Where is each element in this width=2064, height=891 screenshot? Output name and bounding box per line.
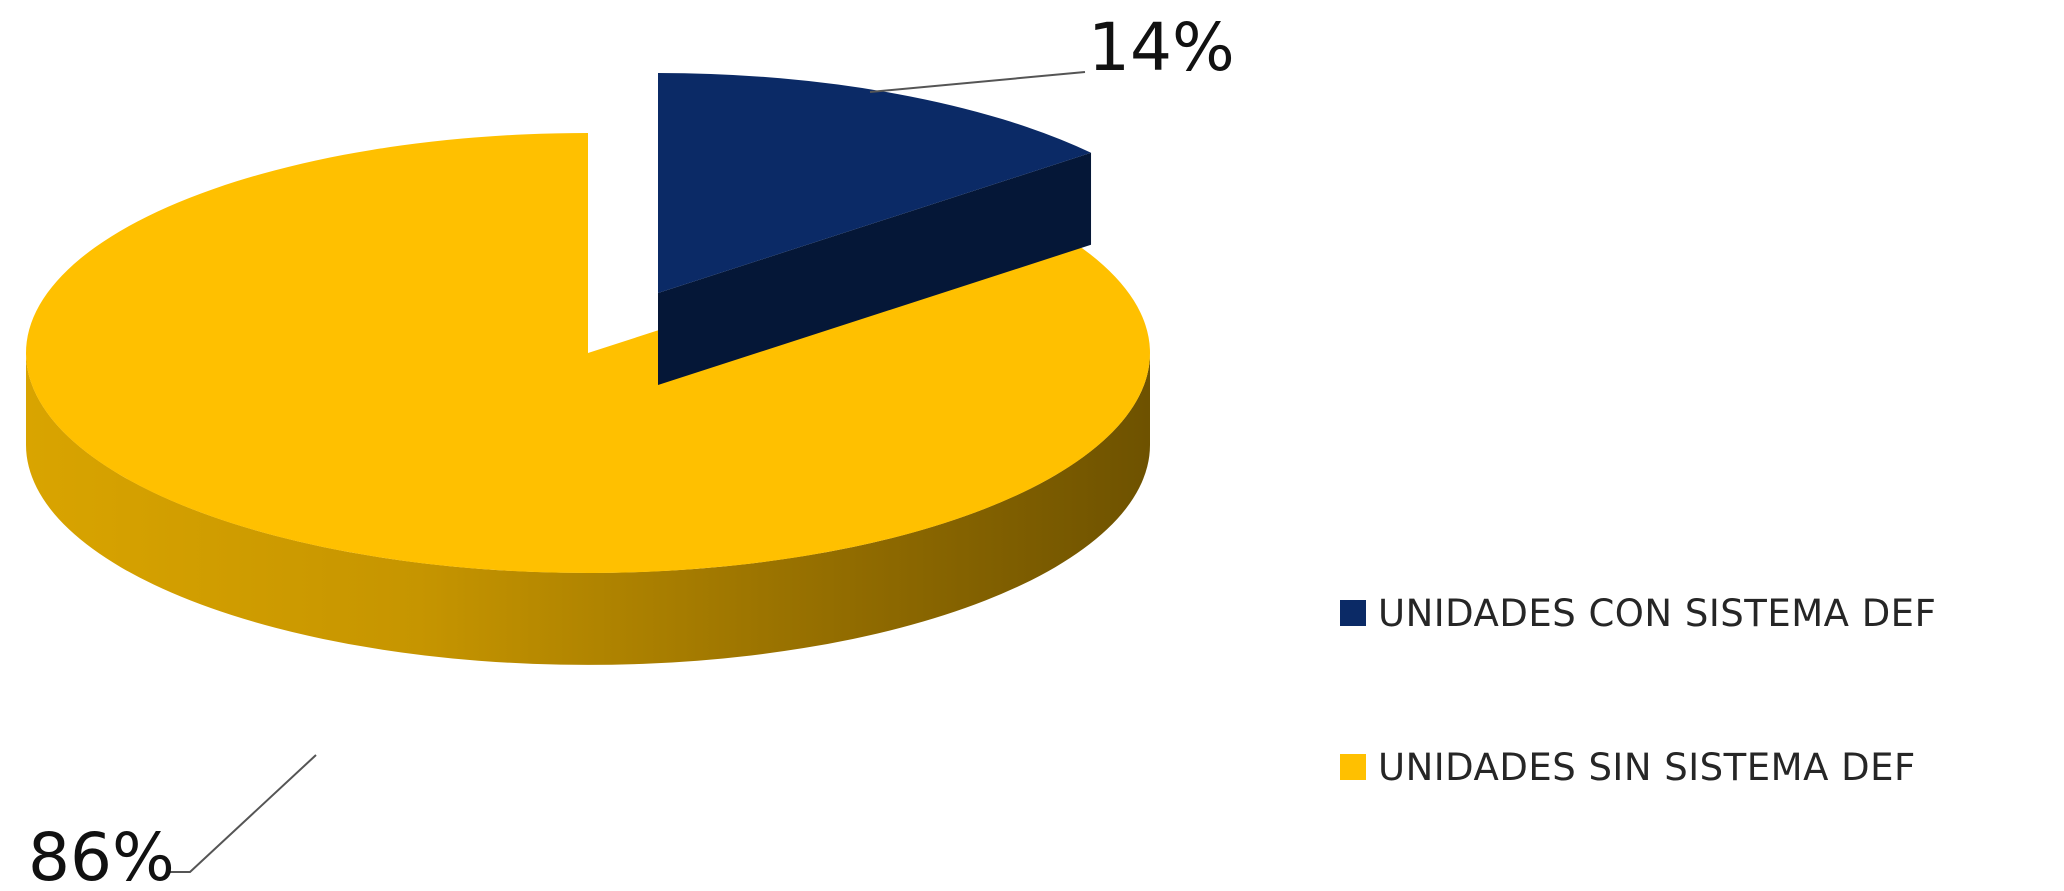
data-label-sin-sistema: 86% xyxy=(28,819,175,891)
legend-item-sin-sistema: UNIDADES SIN SISTEMA DEF xyxy=(1340,742,1936,792)
pie-slice-con-sistema xyxy=(658,73,1092,293)
legend-label-con-sistema: UNIDADES CON SISTEMA DEF xyxy=(1378,591,1937,635)
legend-swatch-sin-sistema xyxy=(1340,754,1366,780)
legend-label-sin-sistema: UNIDADES SIN SISTEMA DEF xyxy=(1378,745,1916,789)
leader-line-con-sistema xyxy=(869,71,1086,93)
legend: UNIDADES CON SISTEMA DEF UNIDADES SIN SI… xyxy=(1340,588,1936,792)
legend-swatch-con-sistema xyxy=(1340,600,1366,626)
legend-item-con-sistema: UNIDADES CON SISTEMA DEF xyxy=(1340,588,1936,638)
pie-side-sin-sistema xyxy=(26,353,1150,665)
data-label-con-sistema: 14% xyxy=(1088,9,1235,86)
pie-cut-face-con-sistema xyxy=(658,152,1092,385)
leader-line-sin-sistema xyxy=(170,754,317,873)
pie-slice-sin-sistema xyxy=(25,133,1150,573)
